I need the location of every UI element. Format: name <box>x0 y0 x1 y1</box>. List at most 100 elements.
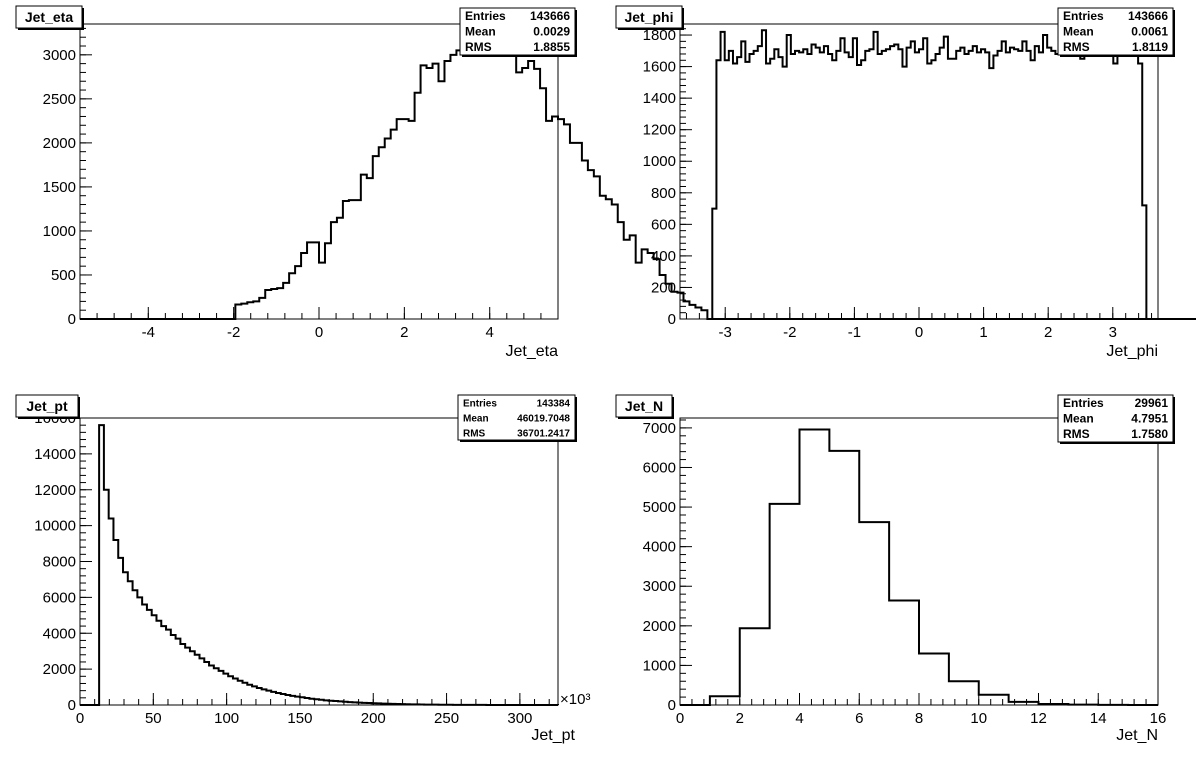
y-tick-label: 2000 <box>43 661 76 678</box>
stats-value: 143384 <box>537 398 571 409</box>
x-tick-label: 2 <box>400 324 408 341</box>
stats-label: Mean <box>465 24 496 38</box>
y-tick-label: 0 <box>68 697 76 714</box>
x-tick-label: 100 <box>214 710 239 727</box>
stats-label: Entries <box>1063 396 1104 410</box>
histogram-panel-jet-n: 0 1000 2000 3000 4000 5000 6000 7000 0 2 4 6 8 10 12 14… <box>615 394 1175 744</box>
stats-box <box>457 394 576 441</box>
y-tick-label: 0 <box>668 311 676 328</box>
stats-value: 1.8855 <box>533 40 570 54</box>
x-tick-label: 200 <box>361 710 386 727</box>
y-tick-label: 600 <box>651 216 676 233</box>
x-tick-label: 150 <box>287 710 312 727</box>
chart-title: Jet_N <box>625 398 663 414</box>
x-axis-title: Jet_N <box>1116 727 1158 744</box>
stats-value: 29961 <box>1135 396 1169 410</box>
y-tick-label: 0 <box>668 697 676 714</box>
stats-label: Mean <box>463 413 489 424</box>
y-tick-label: 12000 <box>34 482 76 499</box>
x-tick-label: 6 <box>855 710 863 727</box>
stats-value: 0.0061 <box>1131 24 1168 38</box>
x-tick-label: 0 <box>76 710 84 727</box>
plot-frame <box>679 23 1159 320</box>
y-tick-label: 200 <box>651 279 676 296</box>
stats-box <box>1057 394 1174 443</box>
stats-value: 0.0029 <box>533 24 570 38</box>
chart-title: Jet_eta <box>25 9 73 25</box>
title-box <box>15 394 79 418</box>
y-tick-label: 2000 <box>643 618 676 635</box>
stats-value: 1.8119 <box>1132 40 1168 54</box>
x-tick-label: 0 <box>676 710 684 727</box>
y-tick-label: 1200 <box>643 122 676 139</box>
x-tick-label: 4 <box>486 324 494 341</box>
y-tick-label: 1000 <box>643 153 676 170</box>
x-tick-label: 1 <box>979 324 987 341</box>
stats-value: 143666 <box>1128 9 1168 23</box>
x-tick-label: 0 <box>315 324 323 341</box>
y-tick-label: 1500 <box>43 179 76 196</box>
x-tick-label: -2 <box>783 324 796 341</box>
stats-box <box>459 7 576 56</box>
y-tick-label: 2000 <box>43 135 76 152</box>
stats-value: 1.7580 <box>1131 427 1168 441</box>
y-tick-label: 800 <box>651 185 676 202</box>
y-tick-label: 3000 <box>43 47 76 64</box>
histogram-line <box>80 33 1196 320</box>
x-tick-label: -3 <box>719 324 732 341</box>
x-tick-label: 8 <box>915 710 923 727</box>
histogram-panel-jet-pt: 0200040006000800010000120001400016000050… <box>15 394 590 744</box>
y-tick-label: 4000 <box>643 539 676 556</box>
histogram-panel-jet-phi: 0 200 400 600 800 1000 1200 1400 1600 1800 -3 -2 -1 0… <box>615 5 1175 360</box>
stats-value: 46019.7048 <box>517 413 570 424</box>
x-tick-label: 10 <box>970 710 987 727</box>
x-tick-label: 0 <box>915 324 923 341</box>
title-box <box>615 394 673 418</box>
y-tick-label: 1000 <box>643 657 676 674</box>
x-tick-label: 50 <box>145 710 162 727</box>
x-axis-title: Jet_phi <box>1106 343 1158 360</box>
x-tick-label: 3 <box>1109 324 1117 341</box>
x-tick-label: -1 <box>848 324 861 341</box>
y-tick-label: 8000 <box>43 554 76 571</box>
plot-frame <box>79 417 559 706</box>
plot-frame <box>79 23 559 320</box>
stats-label: Mean <box>1063 24 1094 38</box>
y-tick-label: 0 <box>68 311 76 328</box>
y-tick-label: 1800 <box>643 27 676 44</box>
x-tick-label: 14 <box>1090 710 1107 727</box>
stats-label: RMS <box>463 428 486 439</box>
x-tick-label: 2 <box>1044 324 1052 341</box>
plot-frame <box>679 417 1159 706</box>
stats-label: Entries <box>465 9 506 23</box>
y-tick-label: 1400 <box>643 90 676 107</box>
x-tick-label: 16 <box>1150 710 1167 727</box>
y-tick-label: 5000 <box>643 499 676 516</box>
chart-title: Jet_pt <box>26 398 68 414</box>
stats-value: 36701.2417 <box>517 428 570 439</box>
x-exponent-label: ×10³ <box>560 691 590 708</box>
stats-box <box>1057 7 1174 56</box>
stats-label: Mean <box>1063 411 1094 425</box>
y-tick-label: 500 <box>51 267 76 284</box>
y-tick-label: 400 <box>651 248 676 265</box>
y-tick-label: 3000 <box>643 578 676 595</box>
x-tick-label: 12 <box>1030 710 1047 727</box>
title-box <box>15 5 83 29</box>
x-tick-label: 2 <box>736 710 744 727</box>
y-tick-label: 6000 <box>643 459 676 476</box>
x-axis-title: Jet_eta <box>506 343 559 360</box>
y-tick-label: 4000 <box>43 625 76 642</box>
title-box <box>615 5 683 29</box>
histogram-line <box>80 424 559 706</box>
y-tick-label: 6000 <box>43 589 76 606</box>
x-tick-label: -4 <box>142 324 155 341</box>
y-tick-label: 14000 <box>34 446 76 463</box>
chart-title: Jet_phi <box>624 9 673 25</box>
x-tick-label: -2 <box>227 324 240 341</box>
stats-label: Entries <box>1063 9 1104 23</box>
histogram-line <box>680 428 1158 706</box>
stats-label: Entries <box>463 398 497 409</box>
